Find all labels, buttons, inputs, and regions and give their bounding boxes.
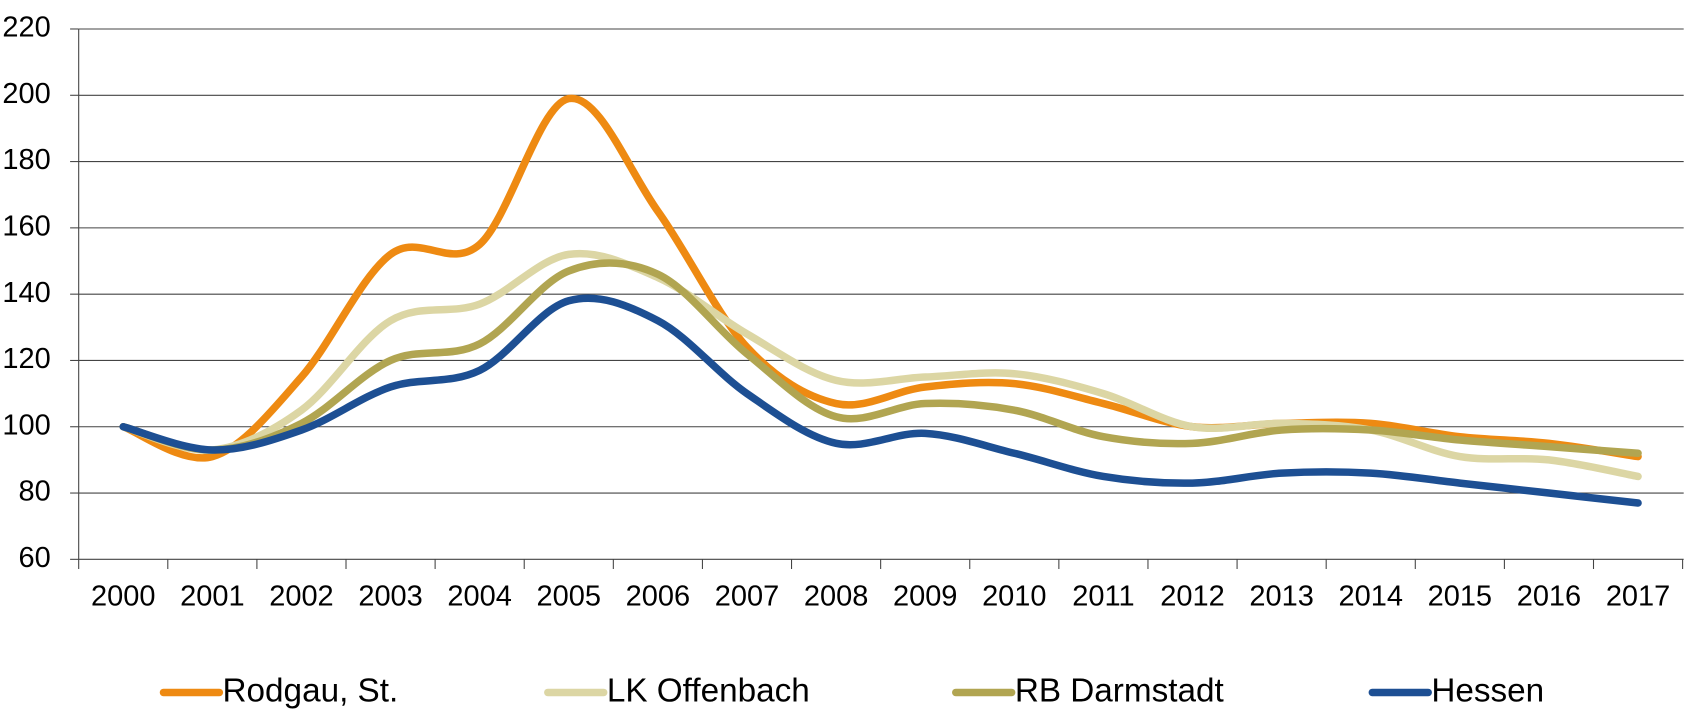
x-tick-label: 2011 bbox=[1072, 581, 1134, 613]
y-tick-label: 200 bbox=[2, 78, 50, 110]
y-tick-label: 160 bbox=[2, 211, 50, 243]
x-tick-label: 2002 bbox=[269, 581, 333, 613]
series-line bbox=[119, 294, 1642, 507]
x-tick-label: 2008 bbox=[804, 581, 868, 613]
legend-label: RB Darmstadt bbox=[1015, 672, 1224, 709]
x-tick-label: 2005 bbox=[537, 581, 601, 613]
x-tick-label: 2003 bbox=[358, 581, 422, 613]
y-tick-label: 140 bbox=[2, 277, 50, 309]
x-tick-label: 2001 bbox=[180, 581, 244, 613]
x-tick-label: 2017 bbox=[1606, 581, 1670, 613]
x-tick-label: 2015 bbox=[1428, 581, 1492, 613]
x-tick-label: 2016 bbox=[1517, 581, 1581, 613]
x-tick-label: 2004 bbox=[447, 581, 511, 613]
x-tick-label: 2013 bbox=[1249, 581, 1313, 613]
y-tick-label: 60 bbox=[19, 542, 51, 574]
y-tick-label: 120 bbox=[2, 343, 50, 375]
x-tick-label: 2014 bbox=[1339, 581, 1403, 613]
legend-label: Rodgau, St. bbox=[223, 672, 399, 709]
legend-label: Hessen bbox=[1431, 672, 1544, 709]
series-line bbox=[119, 259, 1642, 458]
x-tick-label: 2007 bbox=[715, 581, 779, 613]
series-line bbox=[119, 94, 1642, 462]
legend-label: LK Offenbach bbox=[607, 672, 810, 709]
x-tick-label: 2012 bbox=[1160, 581, 1224, 613]
x-tick-label: 2000 bbox=[91, 581, 155, 613]
x-tick-label: 2009 bbox=[893, 581, 957, 613]
y-tick-label: 80 bbox=[19, 476, 51, 508]
y-tick-label: 100 bbox=[2, 409, 50, 441]
x-tick-label: 2010 bbox=[982, 581, 1046, 613]
y-tick-label: 180 bbox=[2, 144, 50, 176]
x-tick-label: 2006 bbox=[626, 581, 690, 613]
y-tick-label: 220 bbox=[2, 12, 50, 44]
